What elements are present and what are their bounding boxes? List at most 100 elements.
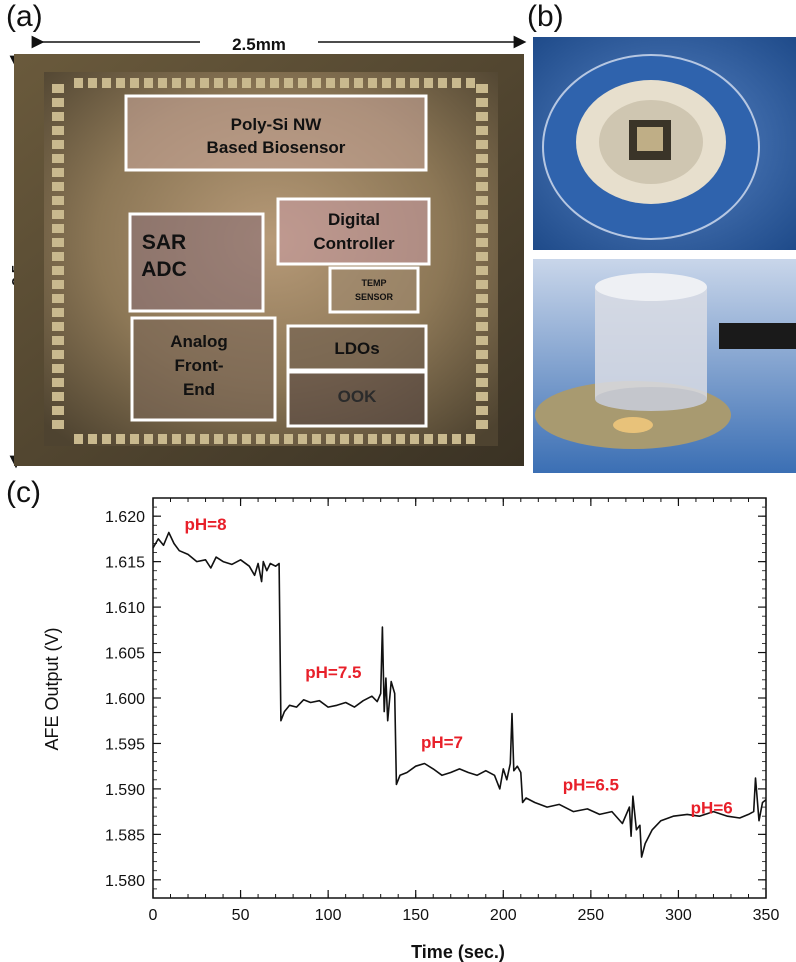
bond-pad [88,78,97,88]
bond-pad [214,78,223,88]
biosensor-label-line2: Based Biosensor [207,138,346,157]
annotations-group: pH=8 pH=7.5 pH=7 pH=6.5 pH=6 [185,515,733,818]
bond-pad [476,140,488,149]
bond-pad [476,266,488,275]
bond-pad [186,78,195,88]
bond-pad [438,434,447,444]
x-tick-label: 300 [665,907,692,924]
y-tick-label: 1.615 [105,555,145,572]
bond-pad [102,78,111,88]
bond-pad [476,168,488,177]
bond-pad [476,126,488,135]
bond-pad [52,140,64,149]
bond-pad [88,434,97,444]
bond-pad [270,78,279,88]
bond-pad [52,392,64,401]
ph-annotation: pH=8 [185,515,227,534]
ph-annotation: pH=6 [691,798,733,817]
temp-label-line2: SENSOR [355,292,394,302]
x-tick-label: 50 [232,907,250,924]
axis-ticks [152,497,767,899]
bond-pad [476,308,488,317]
bond-pad [172,78,181,88]
controller-label-line2: Controller [313,234,395,253]
y-tick-label: 1.605 [105,646,145,663]
plot-border [152,497,767,899]
bond-pad [466,434,475,444]
bond-pad [52,154,64,163]
series-group [152,531,767,858]
x-tick-label: 150 [402,907,429,924]
y-tick-label: 1.610 [105,600,145,617]
panel-label-b: (b) [527,0,564,33]
bond-pad [172,434,181,444]
bond-pad [52,224,64,233]
bond-pad [476,406,488,415]
bond-pad [476,154,488,163]
bond-pad [52,238,64,247]
afe-label-line3: End [183,380,215,399]
bond-pad [452,78,461,88]
bond-pad [158,434,167,444]
bond-pad [256,78,265,88]
afe-output-chart: 0 50 100 150 200 250 300 350 1.580 1.585 1.590 1.59… [42,497,779,962]
chip-micrograph: Poly-Si NW Based Biosensor SAR ADC Digit… [14,54,524,466]
ph-annotation: pH=7.5 [305,663,361,682]
bond-pad [52,182,64,191]
bond-pad [158,78,167,88]
bond-pad [200,78,209,88]
width-dimension-label: 2.5mm [232,35,286,54]
block-ook: OOK [286,370,428,428]
bond-pad [424,78,433,88]
ph-annotation: pH=7 [421,733,463,752]
bond-pad [382,434,391,444]
bond-pad [52,112,64,121]
bond-pad [144,78,153,88]
bond-pad [312,78,321,88]
bond-pad [466,78,475,88]
bond-pad [52,378,64,387]
panel-label-c: (c) [6,476,41,509]
x-tick-label: 350 [753,907,780,924]
bond-pad [476,364,488,373]
bond-pad [396,434,405,444]
x-tick-label: 100 [315,907,342,924]
bond-pad [476,350,488,359]
bond-pad [52,420,64,429]
y-tick-label: 1.585 [105,827,145,844]
bond-pad [354,434,363,444]
bond-pad [424,434,433,444]
bond-pad [476,224,488,233]
bond-pad [476,280,488,289]
x-tick-label: 200 [490,907,517,924]
bond-pad [52,308,64,317]
block-sar-adc: SAR ADC [128,212,265,313]
bond-pad [326,78,335,88]
bond-pad [200,434,209,444]
block-ldos: LDOs [286,324,428,372]
bond-pad [476,420,488,429]
y-tick-label: 1.600 [105,691,145,708]
y-tick-label: 1.580 [105,873,145,890]
adc-label-line2: ADC [141,258,187,281]
ook-label: OOK [338,387,377,406]
bond-pad [382,78,391,88]
ph-annotation: pH=6.5 [563,776,619,795]
bond-pad [452,434,461,444]
bond-pad [52,406,64,415]
block-biosensor: Poly-Si NW Based Biosensor [124,94,428,172]
bond-pad [410,78,419,88]
y-tick-label: 1.590 [105,782,145,799]
afe-label-line1: Analog [170,332,228,351]
bond-pad [476,336,488,345]
bond-pad [354,78,363,88]
block-temp-sensor: TEMP SENSOR [328,266,420,314]
tick-labels: 0 50 100 150 200 250 300 350 1.580 1.585 1.590 1.59… [105,509,779,924]
bond-pad [74,434,83,444]
bond-pad [476,98,488,107]
x-axis-label: Time (sec.) [411,942,505,962]
afe-label-line2: Front- [174,356,223,375]
bond-pad [242,78,251,88]
bond-pad [298,434,307,444]
bond-pad [476,252,488,261]
